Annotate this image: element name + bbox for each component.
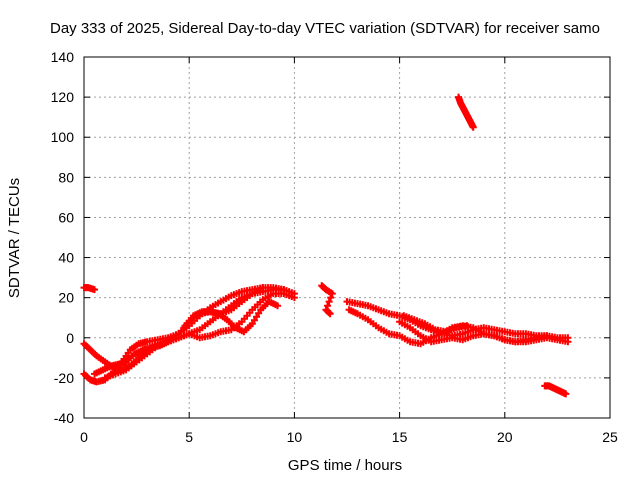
- x-tick-label: 5: [185, 429, 193, 445]
- data-point-track-j: [564, 338, 572, 346]
- y-axis-title: SDTVAR / TECUs: [6, 178, 23, 298]
- y-tick-label: 20: [58, 290, 74, 306]
- x-tick-label: 15: [392, 429, 408, 445]
- data-point-track-g: [325, 298, 333, 306]
- data-points: [80, 93, 572, 398]
- y-tick-label: -40: [54, 410, 74, 426]
- data-point-track-k: [463, 322, 471, 330]
- y-tick-label: 80: [58, 169, 74, 185]
- data-point-track-g: [326, 310, 334, 318]
- data-point-track-f: [274, 302, 282, 310]
- x-tick-label: 25: [602, 429, 618, 445]
- y-axis: -40 -20 0 20 40 60 80 100 120 140: [51, 49, 610, 426]
- data-point-track-f: [248, 320, 256, 328]
- x-axis: 0 5 10 15 20 25: [80, 57, 618, 445]
- chart-title: Day 333 of 2025, Sidereal Day-to-day VTE…: [50, 20, 600, 37]
- y-tick-label: 60: [58, 209, 74, 225]
- data-point-track-l: [469, 123, 477, 131]
- grid: [84, 57, 610, 418]
- x-tick-label: 10: [287, 429, 303, 445]
- data-point-track-g: [328, 290, 336, 298]
- data-point-track-m: [562, 390, 570, 398]
- data-point-track-a: [91, 286, 99, 294]
- y-tick-label: 140: [51, 49, 75, 65]
- data-point-track-g: [325, 309, 333, 317]
- y-tick-label: 100: [51, 129, 75, 145]
- data-point-track-f: [253, 313, 261, 321]
- y-tick-label: 0: [66, 330, 74, 346]
- data-point-track-g: [327, 294, 335, 302]
- data-point-track-e: [290, 294, 298, 302]
- x-tick-label: 20: [497, 429, 513, 445]
- plot-frame: [83, 56, 611, 419]
- y-tick-label: 120: [51, 89, 75, 105]
- y-tick-label: 40: [58, 250, 74, 266]
- data-point-track-f: [250, 316, 258, 324]
- data-point-track-f: [255, 309, 263, 317]
- x-tick-label: 0: [80, 429, 88, 445]
- x-axis-title: GPS time / hours: [288, 457, 402, 474]
- y-tick-label: -20: [54, 370, 74, 386]
